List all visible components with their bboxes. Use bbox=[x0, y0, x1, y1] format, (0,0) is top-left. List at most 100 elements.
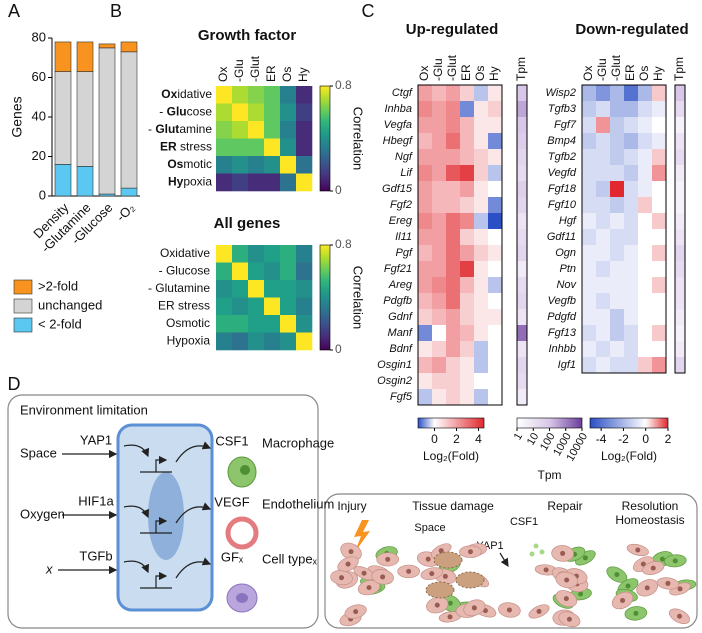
heatmap-cell bbox=[610, 293, 625, 310]
heatmap-cell bbox=[610, 197, 625, 214]
input-label: x bbox=[45, 561, 53, 576]
diagram-line bbox=[499, 552, 509, 568]
tpm-cell bbox=[517, 229, 527, 246]
heatmap-cell bbox=[232, 315, 249, 333]
row-label: Nov bbox=[556, 279, 577, 291]
heatmap-cell bbox=[610, 101, 625, 118]
heatmap-cell bbox=[638, 213, 653, 230]
csf1-particle bbox=[539, 549, 545, 555]
row-label: Hypoxia bbox=[168, 174, 212, 188]
colorbar bbox=[417, 417, 485, 429]
row-label-part: motic bbox=[183, 157, 212, 171]
heatmap-cell bbox=[264, 156, 281, 174]
y-tick-label: 60 bbox=[32, 69, 46, 84]
target-label: Macrophage bbox=[262, 435, 334, 450]
heatmap-cell bbox=[596, 341, 611, 358]
heatmap-cell bbox=[638, 357, 653, 374]
heatmap-cell bbox=[232, 173, 249, 192]
cell-nucleus bbox=[635, 547, 641, 553]
cell-nucleus bbox=[385, 556, 391, 562]
cell-nucleus bbox=[564, 577, 570, 583]
heatmap-cell bbox=[624, 261, 639, 278]
heatmap-cell bbox=[232, 332, 249, 351]
column-label: -Glut bbox=[445, 54, 459, 81]
heatmap-cell bbox=[216, 245, 233, 263]
row-label: Gdnf bbox=[388, 311, 413, 323]
heatmap-cell bbox=[582, 245, 597, 262]
row-label: Osmotic bbox=[167, 157, 212, 171]
heatmap-cell bbox=[432, 373, 447, 390]
column-label: Hy bbox=[296, 67, 310, 82]
tpm-colorbar bbox=[516, 417, 583, 429]
heatmap-cell bbox=[296, 297, 313, 316]
heatmap-cell bbox=[296, 245, 313, 263]
heatmap-cell bbox=[460, 197, 475, 214]
heatmap-cell bbox=[488, 389, 503, 406]
heatmap-cell bbox=[418, 373, 433, 390]
heatmap-cell bbox=[460, 133, 475, 150]
diagram-line bbox=[140, 460, 172, 473]
row-label: - Glucose bbox=[159, 263, 211, 277]
row-label-part: Glut bbox=[155, 122, 179, 136]
heatmap-cell bbox=[474, 85, 489, 102]
cell-nucleus bbox=[614, 572, 620, 578]
heatmap-cell bbox=[488, 101, 503, 118]
heatmap-cell bbox=[432, 197, 447, 214]
heatmap-cell bbox=[216, 138, 233, 157]
heatmap-cell bbox=[446, 165, 461, 182]
heatmap-cell bbox=[446, 389, 461, 406]
heatmap-cell bbox=[596, 357, 611, 374]
cell-nucleus bbox=[665, 580, 671, 586]
heatmap-cell bbox=[446, 293, 461, 310]
heatmap-cell bbox=[460, 389, 475, 406]
row-label: Pdgfd bbox=[547, 311, 577, 323]
cell-nucleus bbox=[467, 549, 473, 555]
heatmap-border bbox=[581, 84, 667, 374]
heatmap-cell bbox=[638, 309, 653, 326]
tpm-cell bbox=[517, 389, 527, 406]
heatmap-cell bbox=[596, 197, 611, 214]
heatmap-cell bbox=[652, 277, 667, 294]
heatmap-cell bbox=[624, 85, 639, 102]
diagram-line bbox=[140, 576, 172, 589]
heatmap-cell bbox=[596, 101, 611, 118]
heatmap-cell bbox=[264, 245, 281, 263]
row-label: Gdf11 bbox=[547, 231, 576, 243]
heatmap-cell bbox=[638, 293, 653, 310]
bar-segment bbox=[76, 71, 94, 167]
heatmap-cell bbox=[582, 197, 597, 214]
column-label: Os bbox=[473, 66, 487, 81]
heatmap-cell bbox=[638, 101, 653, 118]
factor-label: GFₓ bbox=[221, 549, 244, 564]
heatmap-cell bbox=[432, 133, 447, 150]
heatmap-cell bbox=[488, 277, 503, 294]
row-label: Lif bbox=[400, 167, 413, 179]
cell-nucleus bbox=[677, 586, 683, 592]
heatmap-cell bbox=[418, 133, 433, 150]
heatmap-cell bbox=[232, 138, 249, 157]
column-label: Hy bbox=[651, 66, 665, 81]
heatmap-cell bbox=[488, 197, 503, 214]
heatmap-cell bbox=[488, 117, 503, 134]
heatmap-cell bbox=[652, 229, 667, 246]
heatmap-cell bbox=[638, 197, 653, 214]
cell-nucleus bbox=[620, 597, 626, 603]
heatmap-cell bbox=[582, 213, 597, 230]
heatmap-cell bbox=[460, 213, 475, 230]
heatmap-cell bbox=[296, 138, 313, 157]
heatmap-cell bbox=[446, 245, 461, 262]
tpm-cell bbox=[517, 373, 527, 390]
heatmap-cell bbox=[460, 101, 475, 118]
heatmap-cell bbox=[474, 165, 489, 182]
tpm-cell bbox=[675, 357, 685, 374]
heatmap-cell bbox=[418, 309, 433, 326]
heatmap-cell bbox=[216, 297, 233, 316]
row-label: - Glucose bbox=[159, 104, 212, 118]
heatmap-cell bbox=[432, 325, 447, 342]
heatmap-cell bbox=[232, 156, 249, 174]
heatmap-cell bbox=[474, 245, 489, 262]
heatmap-cell bbox=[610, 357, 625, 374]
row-label-part: Hy bbox=[168, 174, 184, 188]
heatmap-cell bbox=[610, 325, 625, 342]
heatmap-cell bbox=[652, 293, 667, 310]
